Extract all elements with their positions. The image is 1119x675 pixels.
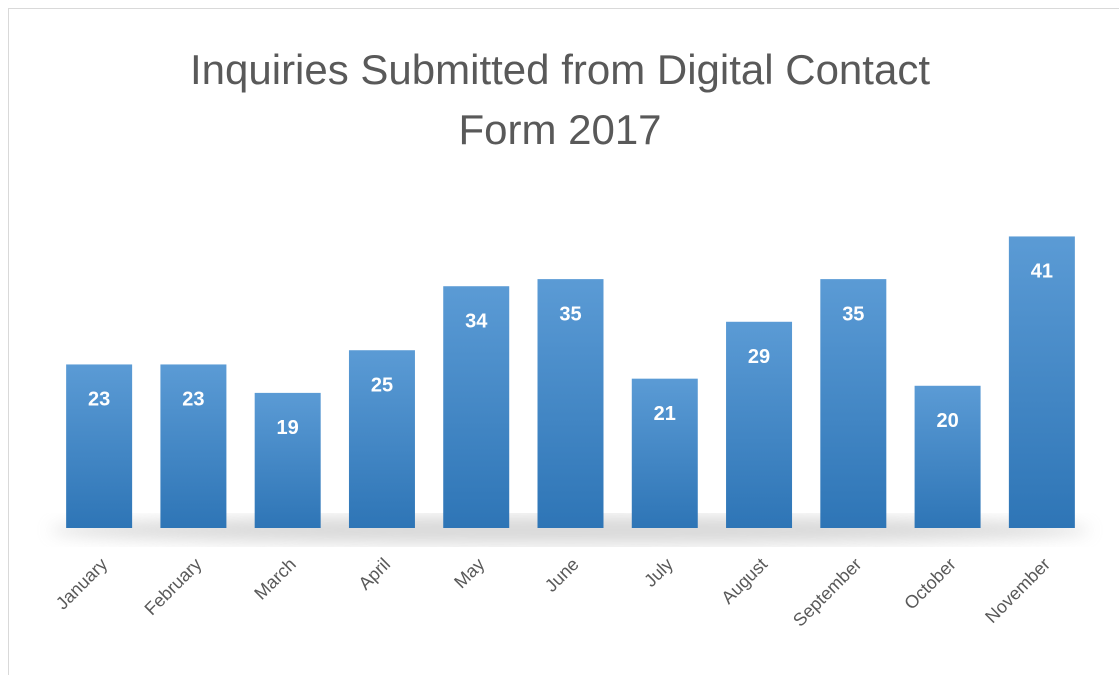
bar xyxy=(820,279,887,528)
x-tick-label: February xyxy=(141,554,206,619)
data-label: 21 xyxy=(654,403,676,425)
data-label: 35 xyxy=(842,303,864,325)
x-tick-label: May xyxy=(450,554,488,592)
bar xyxy=(914,385,981,528)
bar xyxy=(160,364,227,528)
data-label: 23 xyxy=(182,389,204,411)
x-tick-label: March xyxy=(250,554,300,604)
x-tick-label: April xyxy=(355,554,395,594)
x-tick-label: June xyxy=(541,554,583,596)
data-label: 23 xyxy=(88,389,110,411)
bar xyxy=(1008,236,1075,528)
data-label: 25 xyxy=(371,375,393,397)
chart-title: Inquiries Submitted from Digital Contact… xyxy=(190,46,930,153)
x-tick-label: August xyxy=(717,554,771,608)
x-tick-label: November xyxy=(981,554,1054,627)
data-label: 29 xyxy=(748,346,770,368)
data-label: 19 xyxy=(277,417,299,439)
x-tick-label: September xyxy=(789,554,865,630)
chart-frame xyxy=(8,8,1119,675)
bar xyxy=(66,364,133,528)
bar xyxy=(443,286,510,528)
data-label: 35 xyxy=(559,303,581,325)
data-label: 34 xyxy=(465,311,488,333)
bar xyxy=(254,392,321,528)
x-tick-label: October xyxy=(900,554,959,613)
bar xyxy=(348,350,415,528)
data-label: 41 xyxy=(1031,261,1053,283)
x-tick-label: January xyxy=(52,554,111,613)
x-tick-label: July xyxy=(640,554,677,591)
data-label: 20 xyxy=(936,410,958,432)
bar xyxy=(726,321,793,528)
bar xyxy=(631,378,698,528)
bar xyxy=(537,279,604,528)
